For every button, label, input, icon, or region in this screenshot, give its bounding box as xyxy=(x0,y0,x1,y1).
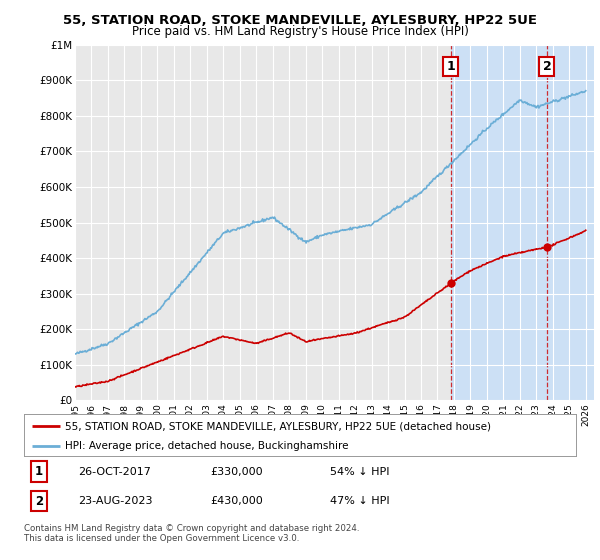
Text: 26-OCT-2017: 26-OCT-2017 xyxy=(78,466,151,477)
Text: 2: 2 xyxy=(35,494,43,508)
Text: Contains HM Land Registry data © Crown copyright and database right 2024.
This d: Contains HM Land Registry data © Crown c… xyxy=(24,524,359,543)
Text: 55, STATION ROAD, STOKE MANDEVILLE, AYLESBURY, HP22 5UE (detached house): 55, STATION ROAD, STOKE MANDEVILLE, AYLE… xyxy=(65,421,491,431)
Text: 55, STATION ROAD, STOKE MANDEVILLE, AYLESBURY, HP22 5UE: 55, STATION ROAD, STOKE MANDEVILLE, AYLE… xyxy=(63,14,537,27)
Text: HPI: Average price, detached house, Buckinghamshire: HPI: Average price, detached house, Buck… xyxy=(65,441,349,451)
Text: 54% ↓ HPI: 54% ↓ HPI xyxy=(330,466,389,477)
Bar xyxy=(547,45,594,400)
Text: 47% ↓ HPI: 47% ↓ HPI xyxy=(330,496,389,506)
Bar xyxy=(451,45,547,400)
Text: 23-AUG-2023: 23-AUG-2023 xyxy=(78,496,152,506)
Text: 2: 2 xyxy=(542,59,551,73)
Text: £430,000: £430,000 xyxy=(210,496,263,506)
Text: £330,000: £330,000 xyxy=(210,466,263,477)
Text: 1: 1 xyxy=(35,465,43,478)
Text: Price paid vs. HM Land Registry's House Price Index (HPI): Price paid vs. HM Land Registry's House … xyxy=(131,25,469,38)
Text: 1: 1 xyxy=(446,59,455,73)
